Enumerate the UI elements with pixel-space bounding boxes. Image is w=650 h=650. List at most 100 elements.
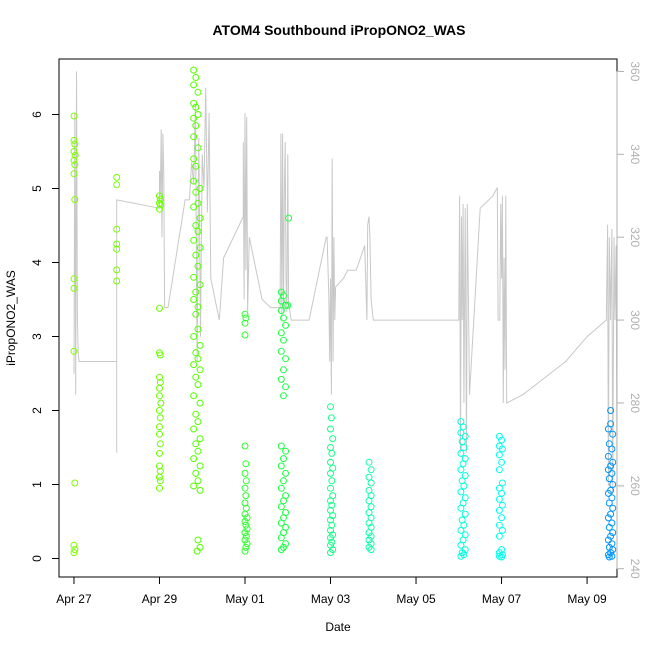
data-point: [327, 534, 334, 542]
data-point: [328, 521, 336, 529]
data-point: [196, 462, 204, 470]
data-point: [190, 273, 198, 281]
data-point: [190, 155, 198, 163]
data-point: [192, 222, 200, 229]
data-point: [194, 227, 202, 235]
y-axis-label: iPropONO2_WAS: [4, 270, 18, 366]
data-point: [609, 458, 617, 466]
data-point: [71, 140, 79, 148]
data-point: [241, 484, 249, 492]
data-point: [367, 546, 375, 554]
data-point: [495, 466, 503, 474]
data-point: [242, 460, 250, 468]
data-point: [192, 103, 200, 111]
data-point: [241, 499, 249, 507]
data-point: [190, 333, 198, 340]
data-point: [460, 521, 468, 529]
data-point: [277, 484, 285, 492]
data-point: [156, 196, 164, 204]
data-point: [70, 170, 78, 178]
data-point: [498, 489, 506, 497]
data-point: [365, 543, 373, 551]
data-point: [71, 479, 79, 487]
data-point: [280, 366, 287, 374]
data-point: [327, 549, 334, 557]
data-point: [190, 114, 198, 122]
data-point: [157, 399, 165, 407]
data-point: [113, 266, 121, 274]
data-point: [156, 205, 163, 213]
data-point: [192, 349, 200, 357]
y2-axis: 240 260 280 300 320 340 360: [616, 61, 642, 579]
data-point: [196, 244, 204, 252]
data-point: [156, 414, 164, 422]
y2-tick-label: 360: [628, 61, 642, 81]
data-point: [328, 477, 336, 485]
data-point: [280, 497, 287, 505]
x-tick-label: May 01: [225, 592, 265, 606]
y2-tick-label: 320: [628, 227, 642, 247]
data-point: [328, 449, 336, 457]
y2-tick-label: 280: [628, 393, 642, 413]
data-point: [194, 536, 202, 544]
data-point: [241, 536, 249, 544]
y-tick-label: 4: [30, 259, 44, 266]
data-point: [495, 495, 503, 503]
data-point: [194, 477, 202, 485]
data-point: [607, 510, 615, 518]
data-point: [328, 501, 336, 509]
chart-title: ATOM4 Southbound iPropONO2_WAS: [212, 22, 465, 38]
data-point: [190, 99, 198, 107]
data-point: [70, 347, 78, 355]
data-point: [605, 523, 613, 531]
data-point: [194, 262, 202, 270]
data-point: [365, 497, 373, 505]
data-point: [71, 546, 79, 554]
data-point: [156, 484, 163, 492]
x-tick-label: Apr 29: [142, 592, 178, 606]
y2-tick-label: 240: [628, 559, 642, 579]
data-point: [194, 144, 202, 152]
data-point: [192, 251, 200, 259]
data-point: [282, 321, 290, 329]
x-tick-label: May 05: [396, 592, 436, 606]
data-point: [457, 488, 465, 496]
data-point: [156, 392, 163, 400]
data-point: [190, 455, 198, 463]
data-point: [495, 506, 503, 514]
data-point: [113, 181, 121, 189]
data-point: [457, 552, 465, 560]
data-point: [190, 296, 198, 303]
data-point: [607, 462, 615, 470]
data-point: [458, 549, 466, 557]
data-point: [243, 525, 251, 533]
data-point: [71, 196, 79, 204]
data-point: [498, 436, 506, 444]
data-point: [498, 514, 506, 522]
data-point: [605, 475, 613, 483]
data-point: [71, 151, 79, 159]
data-point: [495, 432, 503, 440]
y2-tick-label: 340: [628, 144, 642, 164]
data-point: [277, 347, 285, 355]
data-point: [192, 162, 200, 170]
data-point: [609, 504, 617, 512]
plot-area: [58, 58, 618, 578]
data-point: [460, 444, 468, 451]
data-point: [277, 307, 285, 315]
data-point: [156, 462, 163, 470]
data-point: [192, 310, 200, 318]
data-point: [457, 449, 465, 457]
y-tick-label: 2: [30, 407, 44, 414]
data-point: [241, 547, 249, 555]
data-point: [241, 310, 249, 318]
data-point: [457, 466, 465, 474]
y2-tick-label: 300: [628, 310, 642, 330]
y-tick-label: 5: [30, 185, 44, 192]
data-point: [327, 414, 335, 422]
data-point: [365, 473, 373, 481]
data-point: [457, 504, 465, 512]
data-point: [190, 133, 198, 141]
data-point: [609, 529, 617, 537]
